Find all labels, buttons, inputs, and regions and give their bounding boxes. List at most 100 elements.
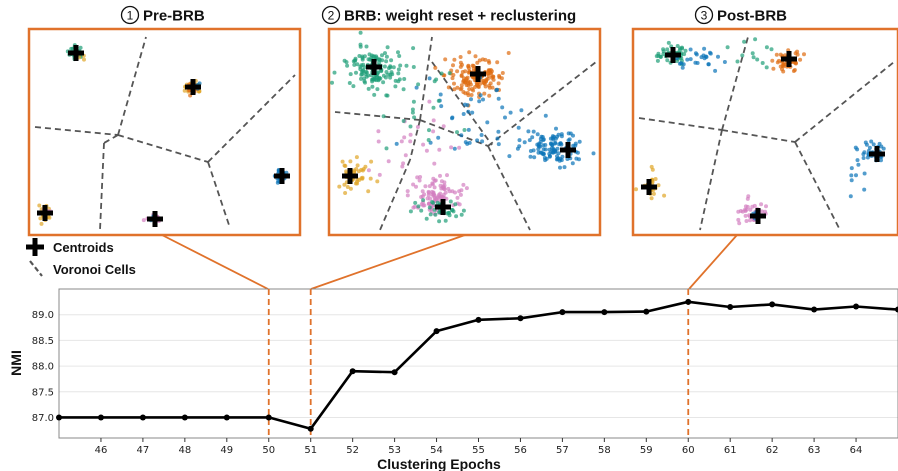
data-point (469, 97, 473, 102)
data-point (650, 179, 655, 184)
data-point (348, 159, 353, 164)
data-point (487, 93, 492, 98)
data-point (486, 70, 491, 75)
nmi-point (517, 315, 524, 322)
data-point (411, 46, 416, 51)
data-point (554, 126, 558, 131)
y-tick-labels: 87.0 87.5 88.0 88.5 89.0 (32, 310, 54, 424)
data-point (343, 191, 348, 195)
data-point (570, 161, 575, 166)
data-point (704, 55, 709, 59)
data-point (475, 60, 480, 65)
centroids-3 (641, 47, 885, 224)
x-tick-label: 58 (598, 445, 611, 456)
data-point (430, 200, 435, 204)
data-point (340, 159, 345, 164)
data-point (722, 60, 727, 64)
data-point (745, 196, 750, 201)
data-point (503, 115, 507, 120)
scatter-panel-3 (631, 27, 898, 237)
data-point (408, 209, 413, 214)
data-point (358, 30, 363, 35)
data-point (401, 119, 406, 123)
data-point (479, 133, 484, 137)
data-point (47, 215, 52, 220)
data-point (591, 151, 596, 156)
data-point (764, 204, 768, 209)
data-point (351, 84, 356, 89)
data-point (449, 145, 454, 150)
data-point (458, 60, 463, 65)
nmi-point (685, 298, 692, 305)
data-point (802, 52, 806, 57)
data-point (795, 52, 800, 57)
x-tick-label: 48 (178, 445, 191, 456)
data-point (531, 148, 536, 153)
data-point (516, 125, 521, 130)
data-point (433, 65, 438, 70)
data-point (535, 132, 540, 137)
data-point (725, 45, 730, 50)
data-point (713, 68, 718, 73)
data-point (382, 64, 387, 69)
data-point (506, 51, 511, 55)
nmi-point (853, 303, 860, 310)
data-point (361, 167, 366, 171)
centroid-marker (435, 199, 451, 215)
data-point (464, 186, 469, 191)
data-point (573, 141, 578, 146)
data-point (457, 189, 462, 194)
centroids-2 (342, 59, 576, 215)
data-point (399, 139, 404, 144)
data-point (410, 107, 415, 112)
panel-title-3: 3 Post-BRB (694, 5, 787, 25)
x-tick-label: 53 (388, 445, 401, 456)
data-point (792, 68, 797, 72)
centroid-marker (185, 79, 201, 95)
data-point (740, 53, 745, 58)
data-point (774, 52, 779, 57)
data-point (435, 200, 440, 205)
data-point (541, 147, 546, 152)
data-point (454, 214, 459, 219)
panel-title-text-2: BRB: weight reset + reclustering (344, 8, 576, 25)
data-point (275, 180, 280, 185)
data-point (471, 88, 476, 93)
data-point (760, 61, 765, 65)
data-point (634, 187, 638, 192)
data-point (438, 173, 442, 178)
data-point (458, 192, 463, 197)
data-point (861, 156, 866, 160)
data-point (862, 187, 867, 192)
data-point (408, 132, 413, 137)
nmi-point (181, 414, 188, 421)
data-point (455, 195, 460, 200)
voronoi-lines-3 (638, 36, 895, 231)
data-point (662, 193, 667, 198)
data-point (451, 63, 455, 68)
data-point (370, 77, 375, 82)
centroid-marker (68, 45, 84, 61)
panel-title-1: 1 Pre-BRB (120, 5, 205, 25)
data-point (771, 66, 776, 71)
data-point (366, 86, 371, 91)
data-point (359, 72, 364, 77)
data-point (360, 175, 365, 180)
data-point (358, 67, 363, 72)
epoch-markers (267, 289, 690, 438)
data-point (410, 110, 415, 115)
data-point (374, 54, 379, 59)
data-point (383, 51, 387, 56)
data-point (452, 57, 457, 62)
data-point (450, 76, 455, 81)
data-point (426, 190, 431, 195)
data-point (458, 55, 463, 59)
data-point (419, 208, 424, 213)
data-point (364, 44, 369, 49)
data-point (432, 185, 437, 190)
nmi-point (391, 369, 398, 376)
data-point (182, 88, 187, 93)
nmi-point (727, 303, 734, 310)
data-point (408, 139, 413, 144)
panel-number-2: 2 (328, 9, 335, 23)
